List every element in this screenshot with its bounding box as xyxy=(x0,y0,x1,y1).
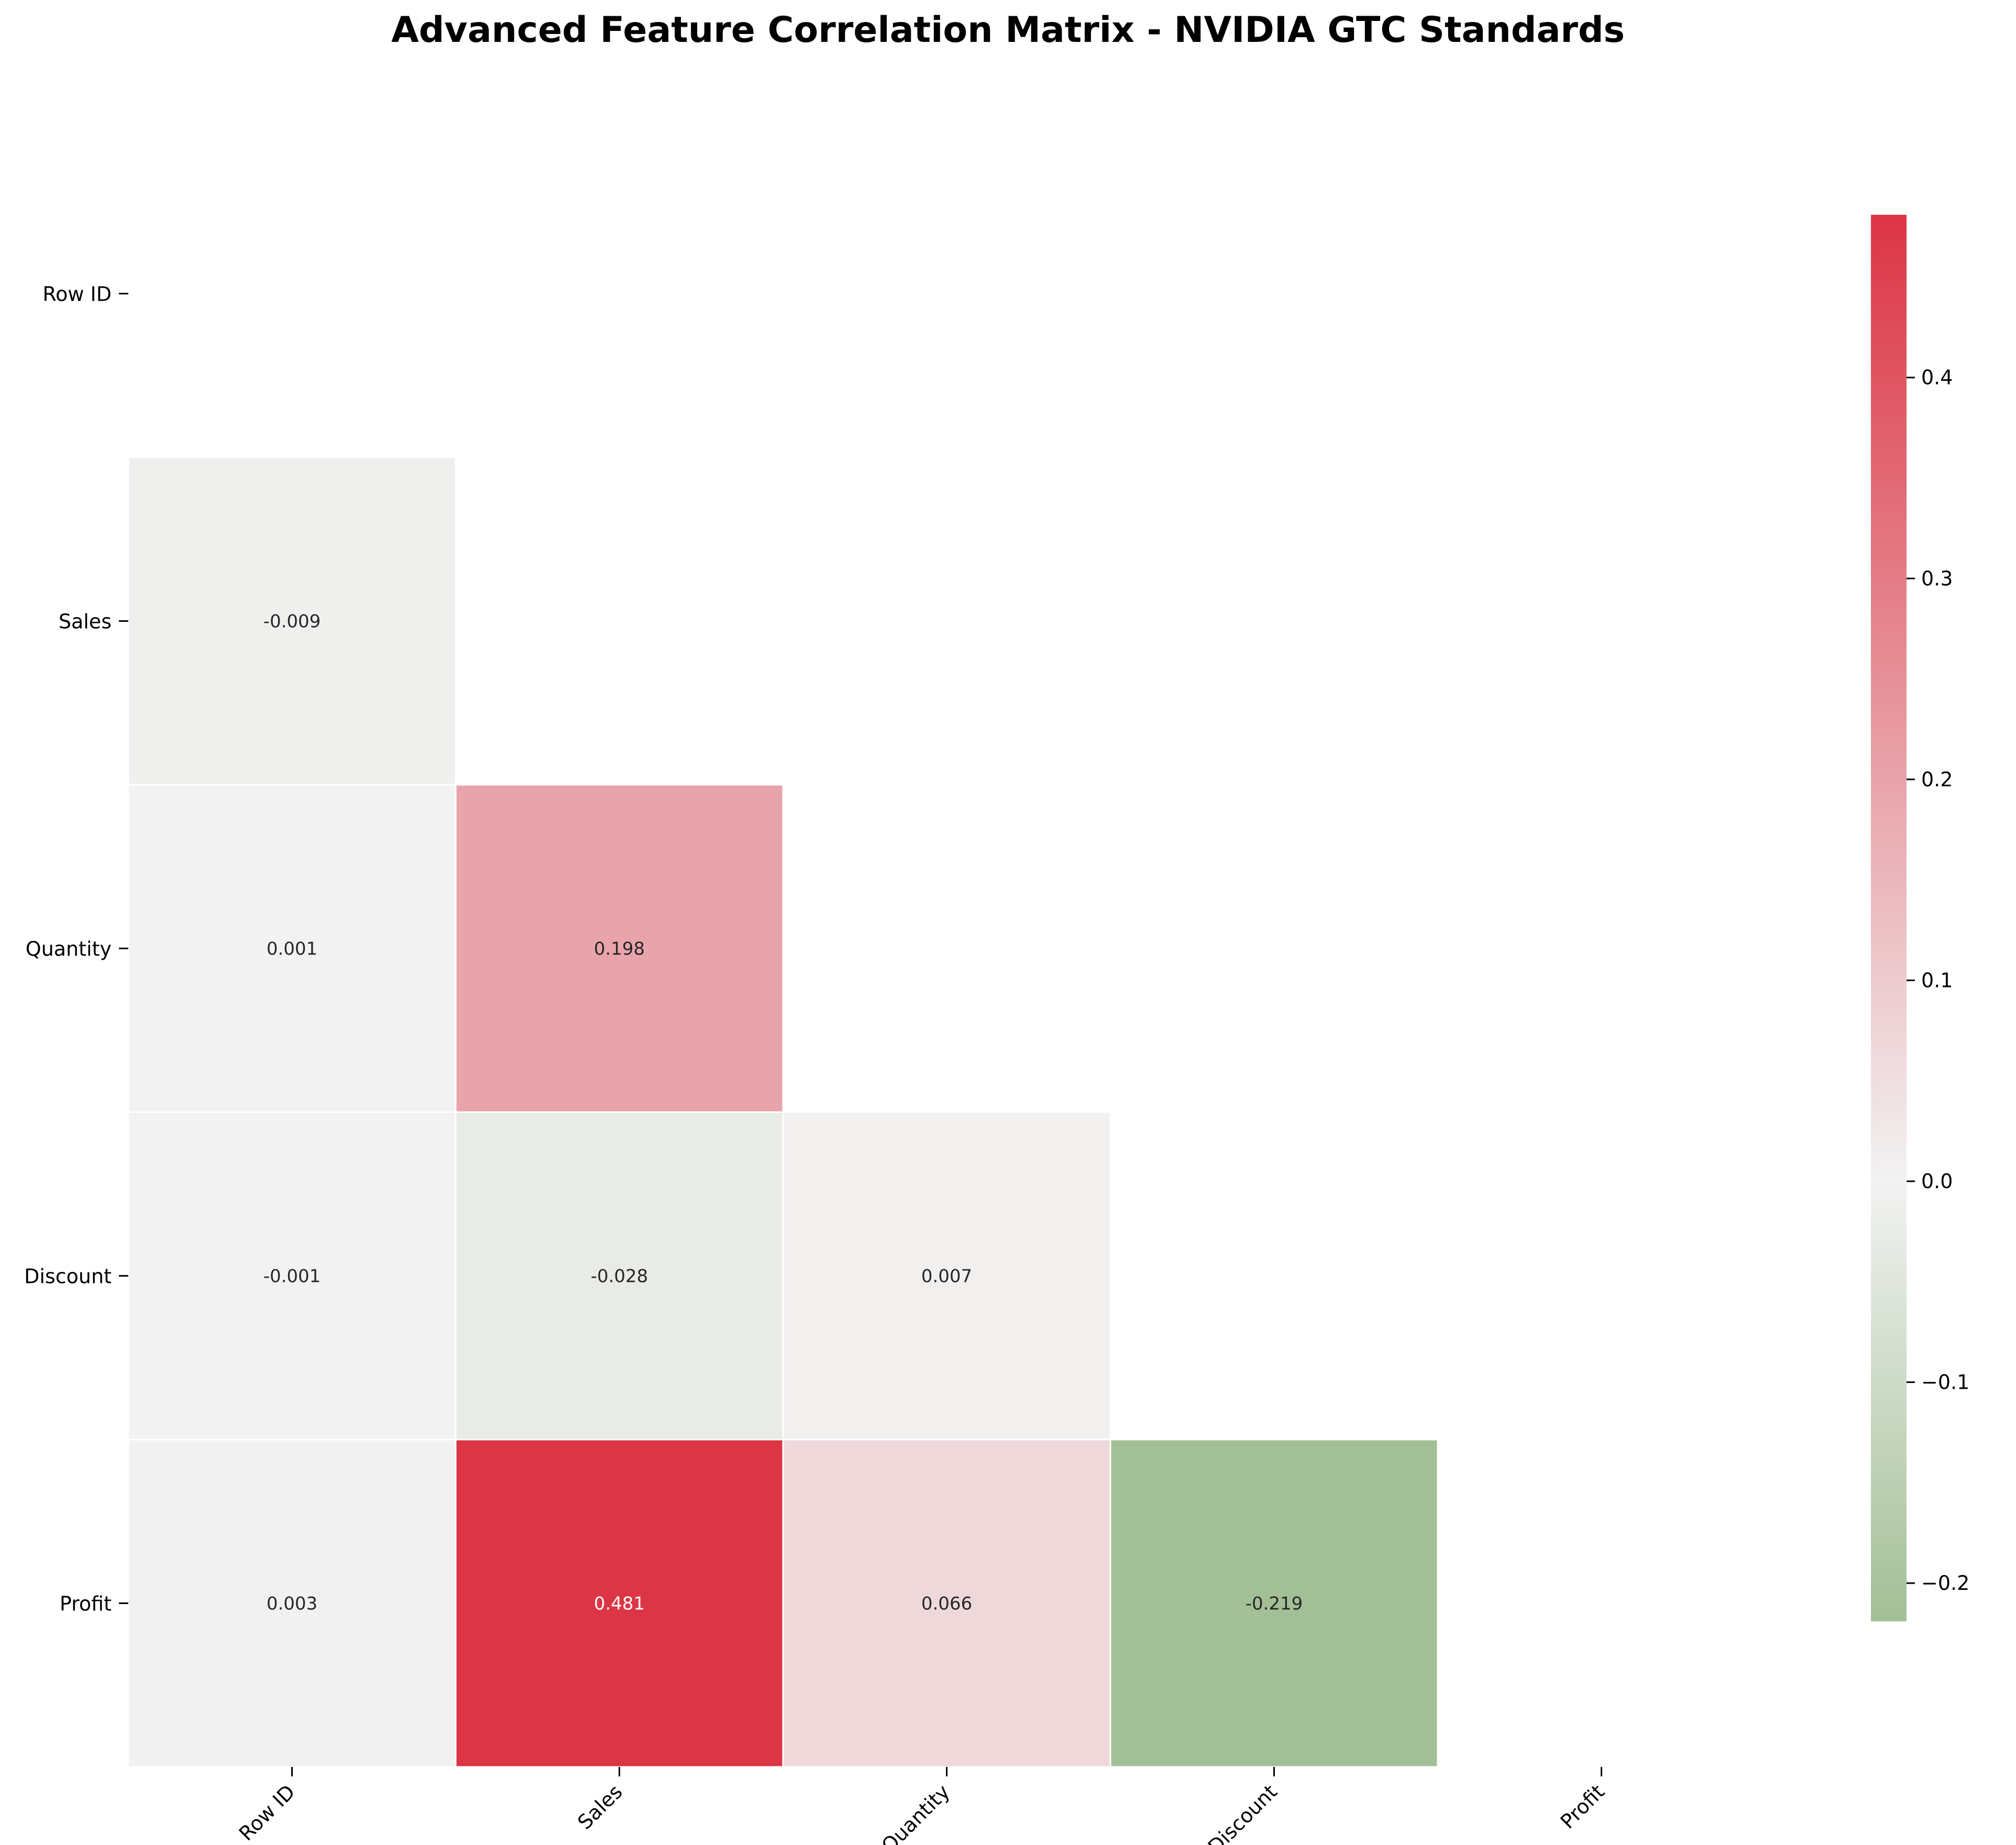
y-tick-label: Profit xyxy=(60,1593,112,1616)
y-tick-label: Quantity xyxy=(26,938,112,961)
colorbar-gradient xyxy=(1871,215,1907,1621)
heatmap-cell xyxy=(455,784,784,1113)
cell-annotations: -0.009 0.001 0.198 -0.001 -0.028 0.007 0.003 0.… xyxy=(263,611,1303,1615)
heatmap-cell xyxy=(127,784,457,1113)
x-tick-label: Row ID xyxy=(235,1780,300,1845)
colorbar-tick-label: 0.1 xyxy=(1921,969,1953,992)
cell-value-label: -0.028 xyxy=(591,1266,648,1287)
cell-value-label: 0.481 xyxy=(594,1594,645,1615)
colorbar-ticks: −0.2 −0.1 0.0 0.1 0.2 0.3 0.4 xyxy=(1907,366,1969,1595)
heatmap-cell xyxy=(782,1111,1111,1441)
y-tick-label: Sales xyxy=(59,610,112,633)
colorbar-tick-label: 0.0 xyxy=(1921,1170,1953,1193)
heatmap-cell xyxy=(127,1438,457,1768)
cell-value-label: 0.001 xyxy=(267,939,317,960)
heatmap-cell xyxy=(127,456,457,786)
heatmap-cell xyxy=(782,1438,1111,1768)
colorbar-tick-label: −0.1 xyxy=(1921,1371,1969,1394)
x-axis: Row ID Sales Quantity Discount Profit xyxy=(235,1767,1609,1845)
chart-title: Advanced Feature Correlation Matrix - NV… xyxy=(391,9,1625,51)
colorbar-tick-label: −0.2 xyxy=(1921,1572,1969,1595)
cell-value-label: 0.066 xyxy=(921,1594,972,1615)
cell-value-label: 0.007 xyxy=(921,1266,972,1287)
heatmap-cell xyxy=(127,1111,457,1441)
cell-value-label: 0.003 xyxy=(267,1594,317,1615)
x-tick-label: Discount xyxy=(1204,1780,1282,1845)
cell-value-label: -0.009 xyxy=(263,611,321,632)
y-tick-label: Discount xyxy=(24,1265,112,1288)
y-tick-label: Row ID xyxy=(42,283,112,306)
heatmap-cells xyxy=(127,456,1439,1768)
colorbar-tick-label: 0.3 xyxy=(1921,567,1953,590)
cell-value-label: -0.219 xyxy=(1246,1594,1303,1615)
x-tick-label: Sales xyxy=(573,1780,627,1834)
y-axis: Row ID Sales Quantity Discount Profit xyxy=(24,283,128,1616)
x-tick-label: Quantity xyxy=(877,1780,954,1845)
cell-value-label: 0.198 xyxy=(594,939,645,960)
colorbar-tick-label: 0.2 xyxy=(1921,768,1953,791)
x-tick-label: Profit xyxy=(1556,1780,1609,1833)
colorbar-tick-label: 0.4 xyxy=(1921,366,1953,389)
cell-value-label: -0.001 xyxy=(263,1266,321,1287)
colorbar: −0.2 −0.1 0.0 0.1 0.2 0.3 0.4 xyxy=(1871,215,1969,1621)
heatmap-cell xyxy=(455,1438,784,1768)
heatmap-cell xyxy=(1109,1438,1439,1768)
